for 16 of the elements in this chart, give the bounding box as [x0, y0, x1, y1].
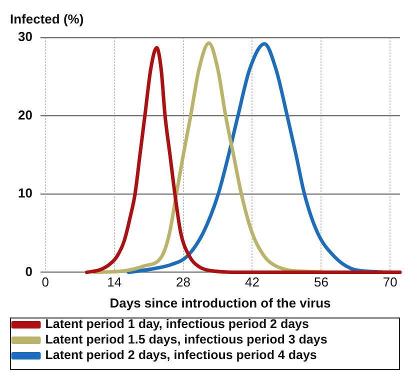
- x-tick-label: 0: [42, 274, 49, 290]
- x-tick-label: 70: [382, 274, 398, 290]
- x-tick-label: 42: [245, 274, 260, 290]
- legend-label: Latent period 2 days, infectious period 4 days: [45, 348, 317, 362]
- x-tick-label: 28: [176, 274, 191, 290]
- y-axis-title: Infected (%): [10, 11, 84, 26]
- x-axis-title: Days since introduction of the virus: [110, 295, 331, 310]
- x-tick-label: 56: [314, 274, 328, 290]
- legend-label: Latent period 1 day, infectious period 2 days: [45, 317, 310, 332]
- legend-label: Latent period 1.5 days, infectious period 3 days: [45, 332, 328, 347]
- line-series: [85, 46, 402, 274]
- x-tick-label: 14: [107, 274, 122, 290]
- y-tick-label: 10: [18, 186, 32, 201]
- y-tick-label: 0: [25, 264, 32, 279]
- y-tick-label: 30: [18, 29, 32, 44]
- y-tick-label: 20: [18, 107, 32, 122]
